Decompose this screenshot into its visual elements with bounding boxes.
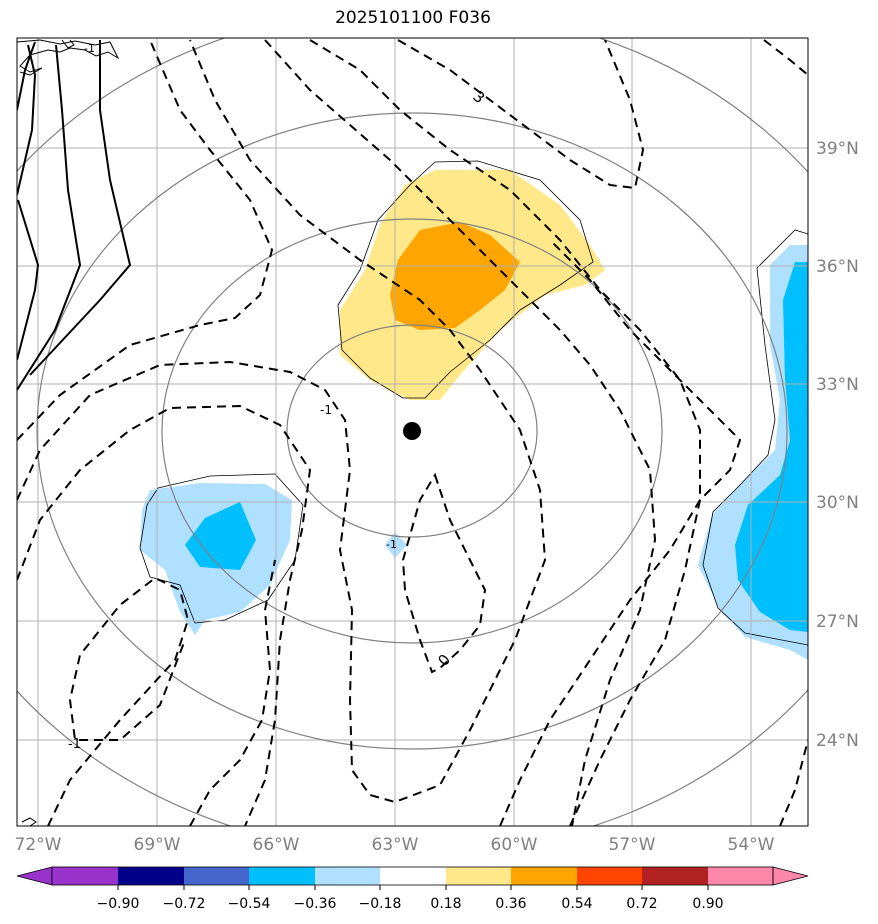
dashed-contour-6 xyxy=(401,472,487,674)
colorbar-label-10: 0.90 xyxy=(692,896,723,912)
latitude-labels: 39°N 36°N 33°N 30°N 27°N 24°N xyxy=(816,139,859,751)
range-rings xyxy=(17,38,808,826)
solid-contour-4 xyxy=(17,44,82,391)
lon-label-66w: 66°W xyxy=(253,835,300,855)
colorbar-tick-labels: −0.90 −0.72 −0.54 −0.36 −0.18 0.18 0.36 … xyxy=(97,896,724,912)
dashed-contours xyxy=(17,39,808,826)
blue-shading-west xyxy=(185,502,256,570)
positive-anomaly-region xyxy=(340,170,605,400)
dashed-contour-2 xyxy=(17,39,547,804)
coastline-ne-us xyxy=(17,39,120,76)
solid-contour-3 xyxy=(17,199,40,361)
dashed-contour-9 xyxy=(397,39,645,190)
light-blue-shading-small xyxy=(385,532,407,558)
colorbar-segment-11 xyxy=(708,867,773,885)
negative-anomaly-east xyxy=(698,245,808,660)
storm-center-marker xyxy=(403,422,421,440)
colorbar-extend-high xyxy=(772,866,809,886)
dashed-contour-4 xyxy=(47,576,190,826)
lon-label-63w: 63°W xyxy=(372,835,419,855)
colorbar-segment-1 xyxy=(52,867,118,885)
outline-west xyxy=(139,473,304,624)
longitude-labels: 72°W 69°W 66°W 63°W 60°W 57°W 54°W xyxy=(15,835,775,855)
lat-label-39n: 39°N xyxy=(816,139,859,159)
colorbar-label-8: 0.54 xyxy=(561,896,592,912)
colorbar-segment-7 xyxy=(446,867,511,885)
lon-label-60w: 60°W xyxy=(491,835,538,855)
contour-label-neg1-a: -1 xyxy=(320,403,332,417)
lat-label-30n: 30°N xyxy=(816,493,859,513)
dashed-contour-3 xyxy=(17,404,312,826)
outline-east xyxy=(702,229,808,646)
colorbar: −0.90 −0.72 −0.54 −0.36 −0.18 0.18 0.36 … xyxy=(16,866,809,912)
contour-label-0: 0 xyxy=(434,651,454,670)
range-ring-2 xyxy=(161,218,663,644)
shading-outlines xyxy=(139,160,808,646)
dashed-contour-12 xyxy=(779,739,808,826)
lon-label-69w: 69°W xyxy=(134,835,181,855)
lon-label-54w: 54°W xyxy=(728,835,775,855)
colorbar-frame xyxy=(51,866,774,886)
map-frame xyxy=(16,37,809,827)
dashed-contour-11 xyxy=(763,39,808,76)
colorbar-label-4: −0.36 xyxy=(294,896,337,912)
outline-positive xyxy=(337,160,594,399)
colorbar-segment-4 xyxy=(249,867,315,885)
solid-contour-1 xyxy=(17,41,36,111)
colorbar-ticks xyxy=(117,885,709,890)
lon-label-72w: 72°W xyxy=(15,835,62,855)
dashed-contour-7 xyxy=(264,39,657,826)
dashed-contour-5 xyxy=(189,559,276,826)
colorbar-label-1: −0.90 xyxy=(97,896,140,912)
colorbar-segment-3 xyxy=(184,867,249,885)
solid-contour-5 xyxy=(29,40,132,376)
colorbar-extend-low xyxy=(16,866,53,886)
coastline-cape xyxy=(21,817,37,826)
lat-label-24n: 24°N xyxy=(816,731,859,751)
lat-label-33n: 33°N xyxy=(816,375,859,395)
blue-shading-east xyxy=(735,262,808,632)
range-ring-3 xyxy=(36,112,788,750)
colorbar-label-9: 0.72 xyxy=(626,896,657,912)
colorbar-label-5: −0.18 xyxy=(359,896,402,912)
colorbar-label-6: 0.18 xyxy=(430,896,461,912)
contour-label-neg1-c: -1 xyxy=(68,737,81,752)
lon-label-57w: 57°W xyxy=(609,835,656,855)
colorbar-label-7: 0.36 xyxy=(495,896,526,912)
coastline xyxy=(17,39,120,826)
colorbar-segment-10 xyxy=(642,867,708,885)
contour-label-neg1-b: -1 xyxy=(386,538,397,551)
colorbar-label-2: −0.72 xyxy=(163,896,206,912)
negative-anomaly-west xyxy=(140,483,407,635)
solid-contours xyxy=(17,40,132,391)
dashed-contour-10 xyxy=(499,239,742,826)
colorbar-segment-2 xyxy=(118,867,184,885)
range-ring-1 xyxy=(286,324,538,538)
solid-contour-2 xyxy=(17,44,37,196)
contour-label-3: 3 xyxy=(469,87,488,107)
colorbar-segment-6 xyxy=(380,867,446,885)
range-ring-4 xyxy=(17,38,808,826)
lat-label-27n: 27°N xyxy=(816,612,859,632)
map-panel: 3 -1 0 -1 -1 -1 xyxy=(17,38,808,826)
dashed-contour-8 xyxy=(309,39,701,826)
dashed-contour-1 xyxy=(17,39,274,441)
map-title: 2025101100 F036 xyxy=(335,8,491,28)
colorbar-segment-5 xyxy=(315,867,380,885)
coastline-island xyxy=(61,39,75,49)
lat-label-36n: 36°N xyxy=(816,257,859,277)
colorbar-segment-8 xyxy=(511,867,577,885)
contour-label-neg1-d: -1 xyxy=(84,42,95,55)
colorbar-segment-9 xyxy=(577,867,642,885)
colorbar-label-3: −0.54 xyxy=(228,896,271,912)
